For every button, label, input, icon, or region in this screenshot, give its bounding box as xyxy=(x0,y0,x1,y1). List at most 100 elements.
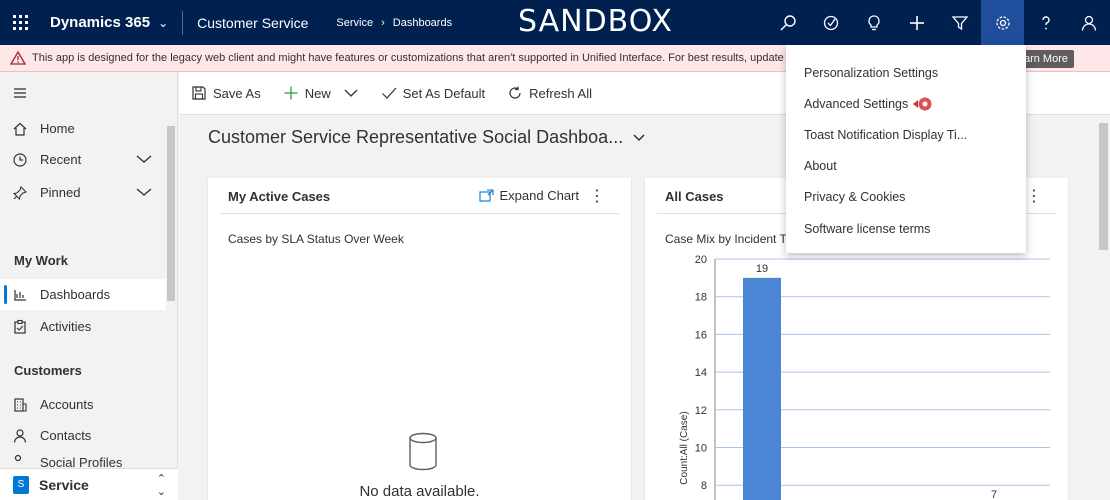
sidebar-item-label: Contacts xyxy=(40,428,92,443)
sidebar-scrollbar[interactable]: ▼ xyxy=(166,126,176,491)
hamburger-menu-icon[interactable] xyxy=(0,78,166,108)
pin-icon xyxy=(0,185,40,201)
gear-icon[interactable] xyxy=(981,0,1024,45)
assistant-icon[interactable] xyxy=(809,0,852,45)
set-as-default-label: Set As Default xyxy=(402,85,486,101)
plus-icon[interactable] xyxy=(895,0,938,45)
search-icon[interactable] xyxy=(766,0,809,45)
social-icon xyxy=(0,453,40,467)
y-tick-label: 14 xyxy=(695,367,707,379)
area-switcher[interactable]: S Service ⌃ ⌄ xyxy=(0,468,178,500)
new-button[interactable]: New xyxy=(283,85,359,101)
menu-item-about[interactable]: About xyxy=(804,159,837,173)
breadcrumb-service[interactable]: Service xyxy=(336,16,374,29)
updown-chevron-icon[interactable]: ⌃ ⌄ xyxy=(156,472,166,498)
lightbulb-icon[interactable] xyxy=(852,0,895,45)
save-as-label: Save As xyxy=(213,85,261,101)
menu-item-advanced-settings[interactable]: Advanced Settings xyxy=(804,97,909,111)
checkmark-icon xyxy=(381,87,397,99)
bar xyxy=(743,277,781,500)
y-tick-label: 18 xyxy=(695,292,707,304)
sidebar-item-label: Activities xyxy=(40,319,92,334)
sidebar-item-label: Social Profiles xyxy=(40,455,123,467)
chevron-right-icon: › xyxy=(381,16,385,29)
main-scrollbar[interactable] xyxy=(1097,115,1110,500)
menu-item-toast-notification[interactable]: Toast Notification Display Ti... xyxy=(804,128,968,142)
save-as-button[interactable]: Save As xyxy=(191,85,261,101)
settings-menu: Personalization Settings Advanced Settin… xyxy=(786,45,1026,253)
scroll-thumb[interactable] xyxy=(167,126,175,301)
card-my-active-cases: My Active Cases Expand Chart ⋮ Cases by … xyxy=(208,178,631,500)
expand-icon xyxy=(478,189,494,202)
area-switcher-label: Service xyxy=(39,476,89,493)
chevron-down-icon[interactable] xyxy=(343,85,359,101)
card-title: My Active Cases xyxy=(228,189,331,204)
scroll-thumb[interactable] xyxy=(1099,123,1108,250)
building-icon xyxy=(0,397,40,413)
clipboard-icon xyxy=(0,319,40,335)
no-data-text: No data available. xyxy=(359,483,480,500)
sidebar-item-accounts[interactable]: Accounts xyxy=(0,389,166,420)
sidebar-item-recent[interactable]: Recent xyxy=(0,144,166,175)
divider xyxy=(220,213,619,214)
y-axis-label: Count:All (Case) xyxy=(679,411,690,484)
refresh-all-button[interactable]: Refresh All xyxy=(507,85,592,101)
section-header-customers: Customers xyxy=(14,363,82,378)
section-header-my-work: My Work xyxy=(14,253,68,268)
y-tick-label: 20 xyxy=(695,254,707,266)
app-name[interactable]: Dynamics 365 xyxy=(50,14,151,31)
database-icon xyxy=(407,432,439,475)
help-icon[interactable] xyxy=(1024,0,1067,45)
sidebar-item-label: Home xyxy=(40,121,75,136)
sidebar-item-contacts[interactable]: Contacts xyxy=(0,420,166,451)
chevron-down-icon[interactable] xyxy=(136,152,152,167)
sidebar-item-label: Pinned xyxy=(40,185,81,200)
menu-item-personalization-settings[interactable]: Personalization Settings xyxy=(804,66,939,80)
breadcrumb-dashboards[interactable]: Dashboards xyxy=(392,16,453,29)
top-icons xyxy=(766,0,1110,45)
home-icon xyxy=(0,121,40,137)
expand-chart-button[interactable]: Expand Chart xyxy=(478,188,580,203)
chart-subtitle: Cases by SLA Status Over Week xyxy=(228,232,404,246)
sidebar-item-label: Dashboards xyxy=(40,287,111,302)
refresh-all-label: Refresh All xyxy=(529,85,592,101)
refresh-icon xyxy=(509,86,521,99)
user-icon[interactable] xyxy=(1067,0,1110,45)
more-options-icon[interactable]: ⋮ xyxy=(1026,188,1042,205)
menu-item-software-license[interactable]: Software license terms xyxy=(804,222,931,236)
area-name[interactable]: Customer Service xyxy=(197,14,309,31)
sidebar-item-label: Accounts xyxy=(40,397,94,412)
set-as-default-button[interactable]: Set As Default xyxy=(381,85,485,101)
warning-text: This app is designed for the legacy web … xyxy=(32,52,816,64)
area-badge: S xyxy=(13,475,29,494)
more-options-icon[interactable]: ⋮ xyxy=(589,188,605,205)
card-title: All Cases xyxy=(665,189,724,204)
chevron-down-icon[interactable]: ⌄ xyxy=(158,15,169,30)
sidebar-item-activities[interactable]: Activities xyxy=(0,311,166,342)
clock-icon xyxy=(0,152,40,168)
chevron-down-icon[interactable] xyxy=(136,185,152,200)
expand-chart-label: Expand Chart xyxy=(499,188,580,203)
data-label: 19 xyxy=(756,263,768,275)
save-icon xyxy=(192,86,206,100)
sidebar-item-social-profiles[interactable]: Social Profiles xyxy=(0,453,166,467)
chevron-down-icon[interactable] xyxy=(633,133,645,142)
sandbox-label: SANDBOX xyxy=(518,4,673,39)
divider xyxy=(182,10,184,35)
sidebar-item-pinned[interactable]: Pinned xyxy=(0,177,166,208)
y-tick-label: 16 xyxy=(695,329,707,341)
dashboard-selector[interactable]: Customer Service Representative Social D… xyxy=(208,127,645,148)
top-navigation-bar: Dynamics 365 ⌄ Customer Service Service … xyxy=(0,0,1110,45)
learn-more-button[interactable]: arn More xyxy=(1017,50,1074,68)
filter-icon[interactable] xyxy=(938,0,981,45)
chart-subtitle: Case Mix by Incident T xyxy=(665,232,787,246)
menu-item-privacy-cookies[interactable]: Privacy & Cookies xyxy=(804,190,906,204)
sidebar-item-home[interactable]: Home xyxy=(0,113,166,144)
new-label: New xyxy=(304,85,331,101)
sidebar: Home Recent Pinned My Work Dashboards Ac… xyxy=(0,72,178,500)
sidebar-item-dashboards[interactable]: Dashboards xyxy=(0,279,166,310)
person-icon xyxy=(0,428,40,444)
dashboard-icon xyxy=(0,287,40,303)
app-launcher-icon[interactable] xyxy=(0,0,40,45)
click-indicator-icon xyxy=(913,97,932,111)
